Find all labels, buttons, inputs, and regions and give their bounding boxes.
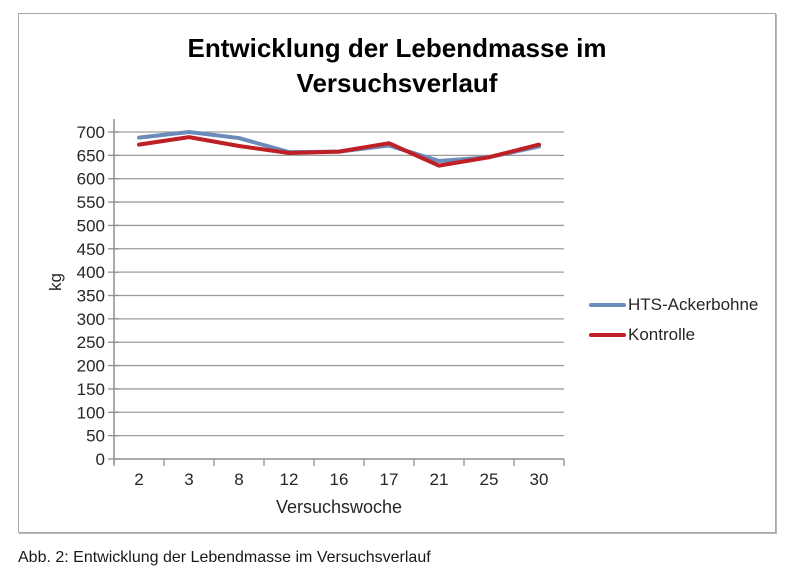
x-tick-label: 30 — [530, 470, 549, 489]
x-tick-label: 25 — [480, 470, 499, 489]
y-tick-label: 650 — [77, 146, 105, 165]
legend-label: Kontrolle — [628, 325, 696, 344]
y-tick-label: 400 — [77, 263, 105, 282]
x-tick-label: 3 — [184, 470, 193, 489]
y-tick-label: 550 — [77, 193, 105, 212]
y-tick-label: 200 — [77, 357, 105, 376]
chart-legend: HTS-Ackerbohne Kontrolle — [589, 294, 758, 346]
chart-plot-area: 0 50 100 150 200 250 300 350 400 450 500 550 600 650 7… — [77, 119, 565, 489]
y-tick-label: 500 — [77, 216, 105, 235]
y-axis-title: kg — [45, 273, 65, 291]
x-tick-label: 12 — [280, 470, 299, 489]
y-tick-label: 600 — [77, 170, 105, 189]
y-tick-label: 350 — [77, 287, 105, 306]
x-tick-label: 16 — [330, 470, 349, 489]
x-tick-label: 21 — [430, 470, 449, 489]
y-tick-label: 0 — [96, 450, 105, 469]
figure-caption: Abb. 2: Entwicklung der Lebendmasse im V… — [18, 549, 431, 566]
y-tick-label: 50 — [86, 427, 105, 446]
y-tick-label: 100 — [77, 403, 105, 422]
y-tick-label: 700 — [77, 123, 105, 142]
legend-item-hts-ackerbohne: HTS-Ackerbohne — [589, 294, 758, 316]
y-tick-label: 250 — [77, 333, 105, 352]
legend-line-swatch — [589, 333, 626, 337]
chart-title: Entwicklung der Lebendmasse im Versuchsv… — [187, 33, 607, 98]
x-tick-label: 17 — [380, 470, 399, 489]
x-tick-label: 8 — [234, 470, 243, 489]
legend-label: HTS-Ackerbohne — [628, 295, 759, 314]
y-tick-label: 150 — [77, 380, 105, 399]
x-tick-label: 2 — [134, 470, 143, 489]
legend-line-swatch — [589, 303, 626, 307]
y-tick-label: 300 — [77, 310, 105, 329]
x-axis-title: Versuchswoche — [275, 497, 403, 517]
legend-item-kontrolle: Kontrolle — [589, 324, 758, 346]
chart-panel: Entwicklung der Lebendmasse im Versuchsv… — [18, 13, 776, 533]
y-tick-label: 450 — [77, 240, 105, 259]
series-line-kontrolle — [137, 135, 541, 168]
series-line-hts-ackerbohne — [137, 130, 541, 163]
